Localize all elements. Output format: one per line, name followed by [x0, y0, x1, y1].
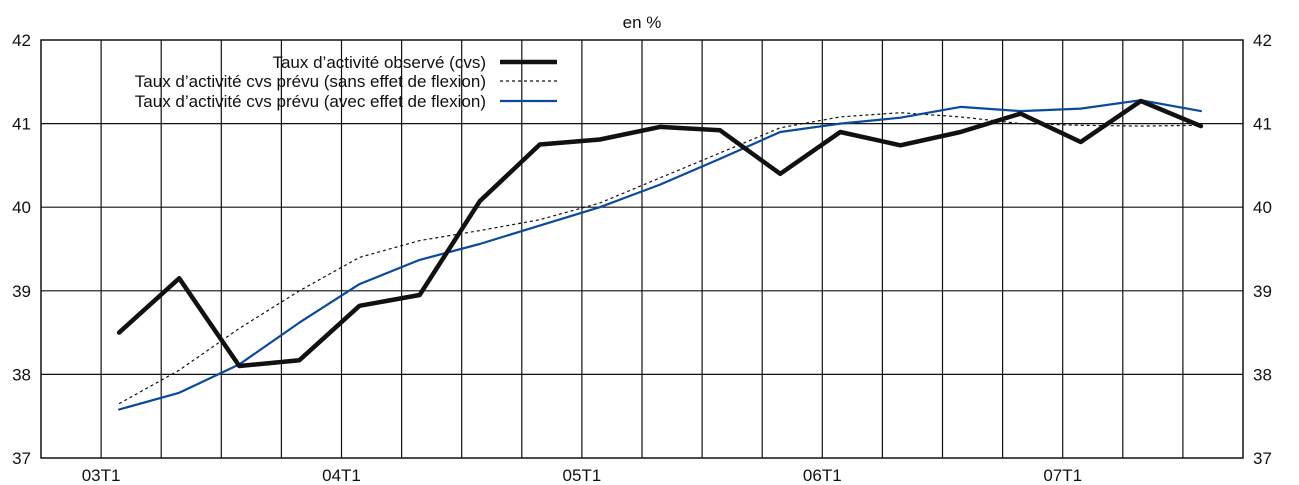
y-tick-label-left: 37 — [12, 449, 31, 468]
y-axis-left: 37 38 39 40 41 42 — [12, 31, 31, 468]
y-tick-label-left: 42 — [12, 31, 31, 50]
y-tick-label-left: 40 — [12, 198, 31, 217]
series-line-1 — [116, 98, 1204, 369]
y-tick-label-left: 39 — [12, 282, 31, 301]
y-axis-right: 37 38 39 40 41 42 — [1253, 31, 1272, 468]
y-tick-label-right: 41 — [1253, 115, 1272, 134]
x-tick-label: 04T1 — [322, 466, 361, 485]
y-tick-label-right: 42 — [1253, 31, 1272, 50]
series-lines — [116, 98, 1204, 411]
y-tick-label-left: 38 — [12, 365, 31, 384]
x-tick-label: 03T1 — [82, 466, 121, 485]
y-tick-label-left: 41 — [12, 115, 31, 134]
x-axis: 03T1 04T1 05T1 06T1 07T1 — [82, 466, 1082, 485]
y-tick-label-right: 40 — [1253, 198, 1272, 217]
x-tick-label: 05T1 — [563, 466, 602, 485]
legend-label: Taux d’activité cvs prévu (avec effet de… — [135, 92, 486, 111]
x-tick-label: 06T1 — [803, 466, 842, 485]
unit-label: en % — [623, 13, 662, 32]
legend-label: Taux d’activité observé (cvs) — [272, 53, 486, 72]
y-tick-label-right: 37 — [1253, 449, 1272, 468]
x-tick-label: 07T1 — [1043, 466, 1082, 485]
legend-label: Taux d’activité cvs prévu (sans effet de… — [135, 72, 486, 91]
plot-frame — [40, 39, 1244, 459]
series-line-3 — [117, 99, 1203, 411]
y-tick-label-right: 38 — [1253, 365, 1272, 384]
y-tick-label-right: 39 — [1253, 282, 1272, 301]
series-line-2 — [118, 112, 1201, 405]
legend: Taux d’activité observé (cvs)Taux d’acti… — [135, 53, 557, 111]
